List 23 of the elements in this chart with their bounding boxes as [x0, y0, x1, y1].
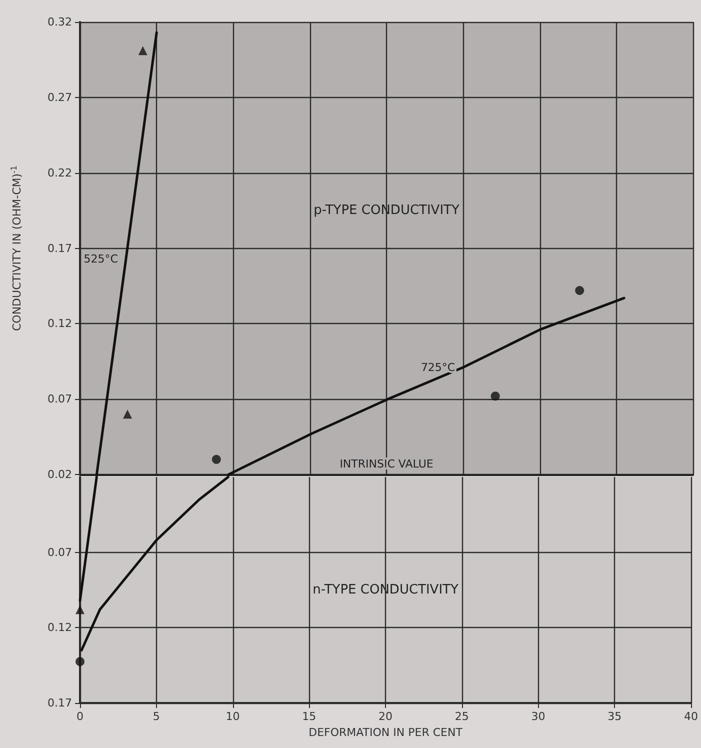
- x-tick-label: 35: [608, 710, 622, 723]
- x-axis-title: DEFORMATION IN PER CENT: [308, 726, 463, 739]
- y-axis-title: CONDUCTIVITY IN (OHM-CM)-1: [10, 165, 24, 332]
- y-tick-label: 0.32: [48, 16, 72, 28]
- y-tick-label: 0.27: [48, 90, 72, 104]
- x-tick-label: 20: [378, 710, 392, 723]
- y-tick-label: 0.17: [48, 242, 72, 255]
- y-tick-label: 0.07: [48, 546, 72, 559]
- x-tick-label: 40: [684, 710, 698, 723]
- x-tick-label: 0: [76, 710, 84, 723]
- series-label: 525°C: [84, 252, 118, 266]
- x-tick-label: 25: [454, 710, 469, 723]
- x-tick-label: 30: [531, 710, 546, 723]
- y-tick-label: 0.02: [48, 468, 72, 481]
- y-tick-label: 0.22: [48, 166, 72, 180]
- x-tick-label: 15: [302, 710, 316, 723]
- y-tick-label: 0.12: [48, 621, 72, 634]
- y-tick-label: 0.07: [48, 392, 72, 406]
- x-tick-label: 5: [152, 710, 160, 723]
- series-label: 725°C: [420, 360, 456, 374]
- y-tick-label: 0.12: [48, 317, 72, 330]
- x-tick-label: 10: [226, 710, 240, 723]
- y-tick-label: 0.17: [48, 696, 72, 710]
